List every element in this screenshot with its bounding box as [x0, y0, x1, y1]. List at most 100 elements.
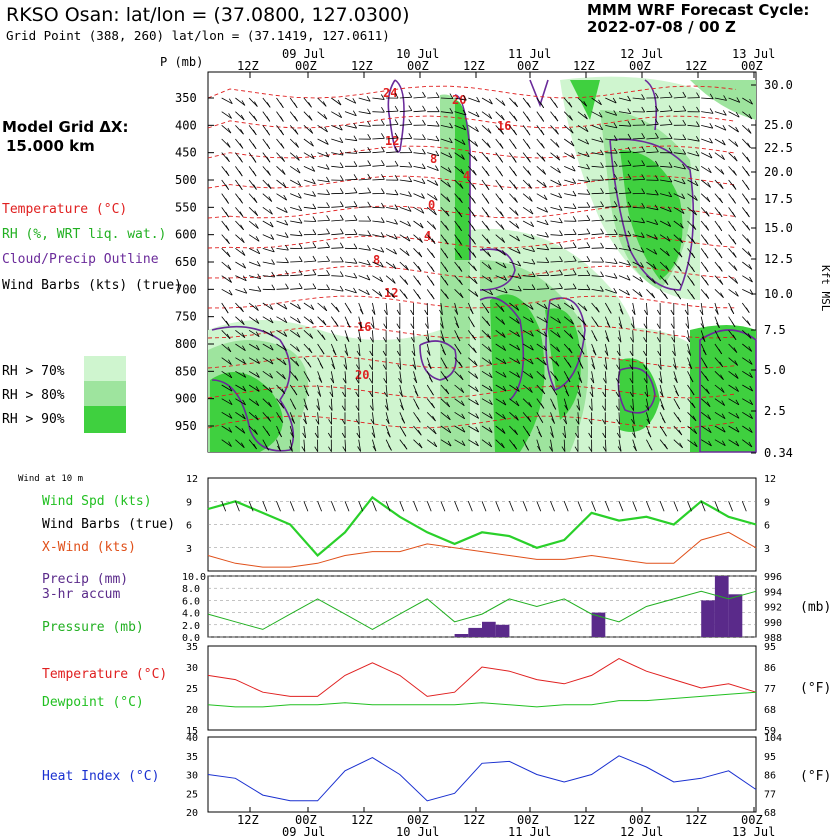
wind-barb	[468, 439, 479, 447]
wind-barb-flag	[485, 211, 490, 218]
wind-barb-flag	[529, 304, 534, 310]
wind-barb	[659, 343, 661, 357]
forecast-cycle-line2: 2022-07-08 / 00 Z	[587, 18, 736, 36]
wind-barb	[331, 288, 344, 292]
wind-barb	[577, 138, 589, 145]
wind-barb-flag	[613, 215, 618, 221]
time-date-label-bottom: 11 Jul	[508, 825, 551, 839]
wind-barb-flag	[253, 115, 258, 122]
wind-barb-flag	[280, 143, 285, 149]
wind-barb-flag	[718, 211, 723, 218]
wind-barb	[646, 247, 657, 255]
wind-barb-flag	[370, 323, 375, 329]
wind-barb	[385, 289, 395, 299]
wind-barb	[290, 220, 303, 224]
wind-barb-flag	[431, 238, 436, 244]
heat-c-tick: 35	[186, 752, 198, 763]
wind-barb-flag	[408, 133, 413, 139]
wind-barb	[372, 206, 385, 209]
wind-barb-flag	[586, 215, 591, 221]
wind-barb-flag	[600, 286, 604, 292]
wind-barb-flag	[691, 238, 696, 245]
wind-barb-flag	[367, 146, 372, 153]
wind-barb	[235, 111, 245, 121]
wind-barb	[673, 165, 686, 170]
wind-barb	[399, 234, 411, 242]
wind-barb	[577, 97, 587, 107]
wind-barb	[591, 233, 604, 236]
wind-ytick-right: 3	[764, 544, 770, 555]
wind-barb-flag	[629, 350, 634, 357]
temp-f-tick: 77	[764, 684, 776, 695]
wind-barb-flag	[366, 289, 370, 296]
wind-barb-flag	[513, 129, 517, 136]
wind-barb-flag	[554, 102, 558, 108]
wind-barb	[276, 288, 289, 290]
pressure-ytick: 990	[764, 618, 782, 629]
wind-barb-flag	[312, 255, 317, 262]
wind-barb-flag	[475, 111, 480, 118]
wind-barb-flag	[228, 113, 232, 119]
wind-barb-flag	[516, 248, 521, 254]
wind-barb-flag	[693, 209, 697, 216]
wind-barb-flag	[339, 162, 344, 168]
wind-barb-flag	[633, 445, 637, 452]
wind-barb	[673, 439, 683, 449]
wind-barb-flag	[530, 233, 535, 240]
wind-barb-flag	[723, 95, 727, 101]
wind-barb-flag	[475, 399, 479, 406]
wind-barb-flag	[242, 345, 246, 351]
wind-barb	[427, 138, 440, 142]
wind-barb	[687, 124, 700, 127]
wind-barb-flag	[328, 419, 332, 425]
wind-barb	[700, 316, 705, 329]
wind-barb	[372, 220, 385, 223]
wind-barb	[386, 110, 399, 113]
wind-barb-flag	[442, 349, 446, 356]
wind-barb-flag	[353, 243, 358, 249]
wind-barb	[605, 288, 617, 294]
wind-barb	[235, 330, 246, 339]
wind-barb	[413, 110, 426, 113]
wind-barb-flag	[394, 92, 399, 99]
wind-barb-flag	[294, 375, 299, 381]
wind-barb-flag	[693, 428, 698, 434]
wind-barb-flag	[655, 132, 659, 139]
isotherm-3	[207, 175, 737, 189]
wind-barb	[714, 411, 726, 420]
wind-barb-flag	[379, 261, 384, 268]
heat-f-tick: 68	[764, 808, 776, 819]
wind-barb-flag	[527, 102, 531, 108]
wind-barb	[221, 425, 233, 433]
rh-area-4	[455, 100, 470, 260]
wind-barb-flag	[345, 336, 350, 342]
wind-barb	[618, 316, 623, 329]
wind-barb	[563, 330, 574, 339]
wind-barb-flag	[265, 444, 269, 451]
wind-barb	[495, 220, 505, 230]
wind-barb	[344, 138, 357, 142]
wind-barb-flag	[705, 375, 709, 382]
wind-barb-flag	[558, 217, 563, 224]
wind-barb-flag	[667, 206, 672, 212]
wind-barb-flag	[448, 137, 453, 144]
wind-10m-barb	[550, 501, 555, 512]
wind-barb	[358, 234, 371, 236]
wind-barb	[317, 233, 330, 236]
wind-barb-flag	[266, 102, 271, 108]
wind-barb-flag	[682, 148, 687, 155]
pressure-tick-label: 650	[175, 255, 197, 269]
wind-barb-flag	[338, 112, 343, 118]
wind-barb-flag	[485, 198, 490, 204]
wind-barb-flag	[417, 279, 422, 286]
wind-barb-flag	[588, 446, 593, 452]
wind-barb-flag	[382, 364, 387, 370]
wind-barb	[604, 371, 607, 384]
wind-barb	[714, 166, 725, 175]
wind-barb-flag	[281, 169, 286, 175]
wind-barb-flag	[499, 197, 504, 204]
wind-barb-flag	[310, 140, 314, 147]
wind-barb	[481, 275, 493, 283]
wind-barb-flag	[705, 225, 710, 231]
wind-barb	[481, 248, 491, 257]
